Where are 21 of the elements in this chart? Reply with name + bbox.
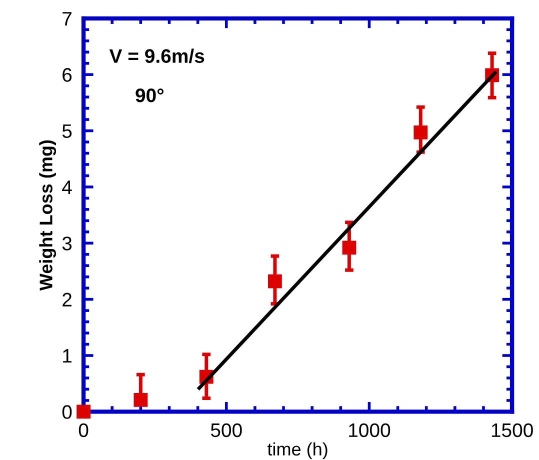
point: [342, 240, 356, 255]
x-axis-title: time (h): [267, 442, 328, 460]
x-tick-label: 500: [210, 423, 242, 438]
annotation: V = 9.6m/s: [109, 48, 204, 64]
y-axis-title: Weight Loss (mg): [39, 140, 56, 291]
y-tick-label: 0: [62, 405, 72, 419]
y-tick-label: 5: [62, 124, 72, 138]
y-tick-label: 7: [62, 12, 72, 26]
x-tick-label: 1500: [492, 423, 533, 438]
y-tick-label: 2: [62, 292, 72, 306]
y-tick-label: 3: [62, 236, 72, 250]
point: [134, 392, 148, 407]
y-tick-label: 1: [63, 349, 72, 363]
x-tick-label: 0: [78, 423, 88, 438]
annotation: 90°: [136, 88, 164, 102]
x-tick-label: 1000: [349, 423, 390, 438]
point: [414, 126, 428, 140]
y-tick-label: 6: [62, 68, 72, 82]
point: [268, 274, 282, 288]
y-tick-label: 4: [62, 180, 72, 194]
point: [76, 404, 90, 419]
